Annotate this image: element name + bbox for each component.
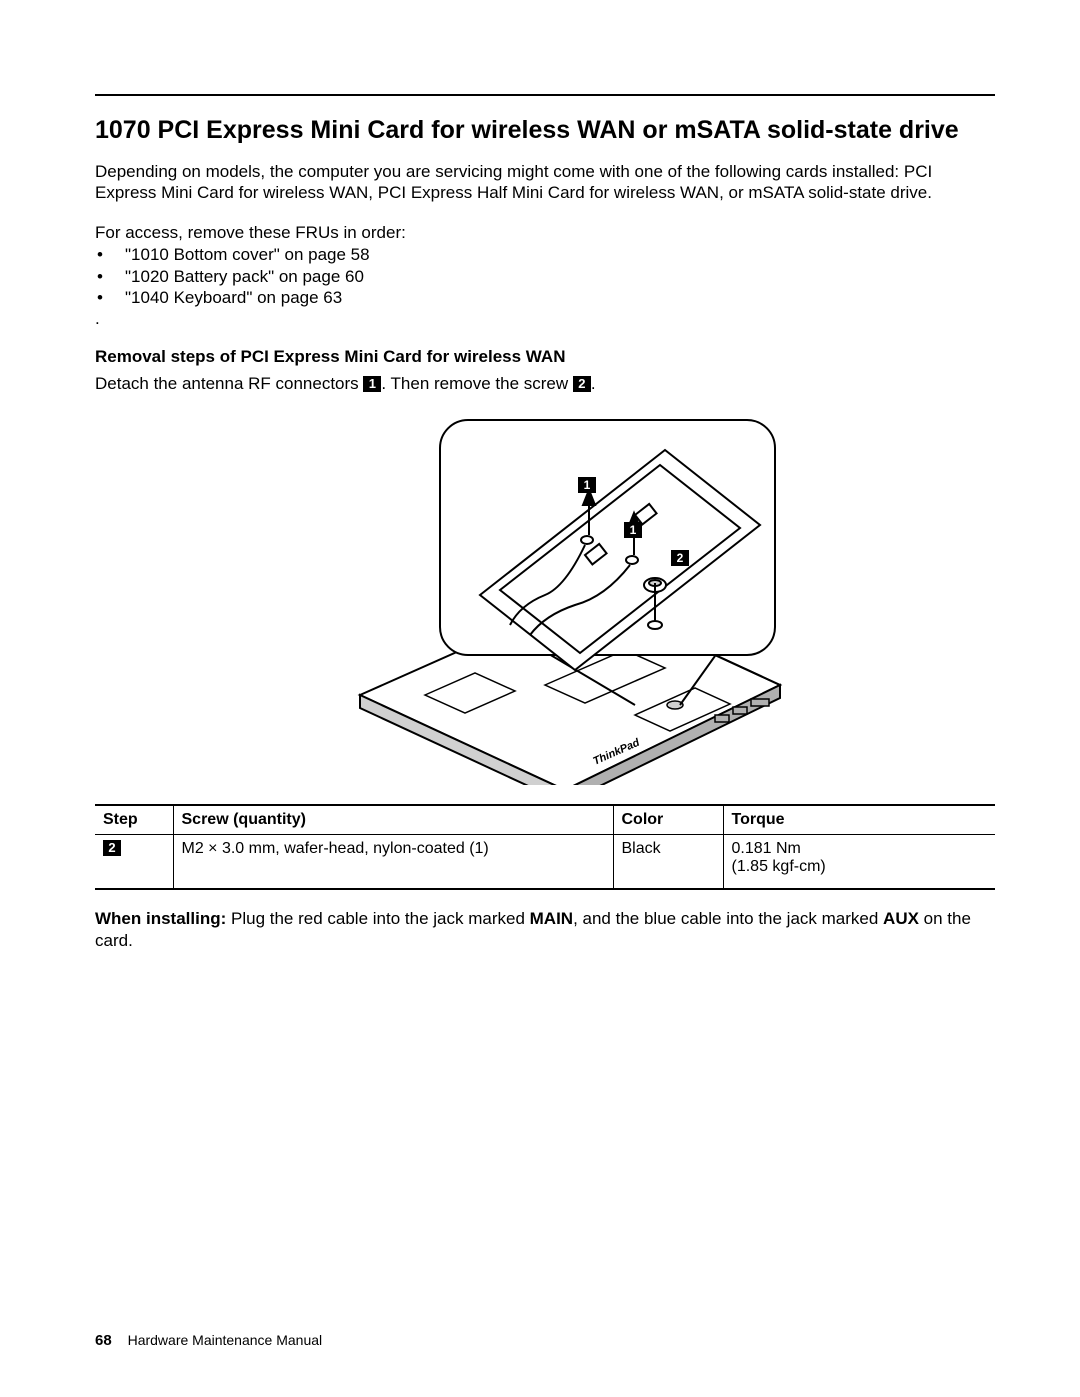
table-row: 2 M2 × 3.0 mm, wafer-head, nylon-coated … <box>95 834 995 889</box>
page-content: 1070 PCI Express Mini Card for wireless … <box>0 0 1080 951</box>
screw-table: Step Screw (quantity) Color Torque 2 M2 … <box>95 804 995 890</box>
step-text: . Then remove the screw <box>381 374 573 393</box>
th-torque: Torque <box>723 805 995 835</box>
fru-list: "1010 Bottom cover" on page 58 "1020 Bat… <box>95 244 995 309</box>
removal-diagram: ThinkPad <box>285 405 805 790</box>
torque-line1: 0.181 Nm <box>732 840 801 857</box>
torque-line2: (1.85 kgf-cm) <box>732 858 826 875</box>
install-aux: AUX <box>883 909 919 928</box>
diagram-svg: ThinkPad <box>285 405 805 785</box>
td-torque: 0.181 Nm (1.85 kgf-cm) <box>723 834 995 889</box>
step-instruction: Detach the antenna RF connectors 1. Then… <box>95 373 995 395</box>
page-footer: 68 Hardware Maintenance Manual <box>95 1332 322 1349</box>
doc-title: Hardware Maintenance Manual <box>128 1332 323 1348</box>
install-lead: When installing: <box>95 909 226 928</box>
removal-subhead: Removal steps of PCI Express Mini Card f… <box>95 347 995 367</box>
fru-list-item: "1010 Bottom cover" on page 58 <box>95 244 995 266</box>
section-heading: 1070 PCI Express Mini Card for wireless … <box>95 114 995 147</box>
step-text: . <box>591 374 596 393</box>
fru-list-item: "1040 Keyboard" on page 63 <box>95 287 995 309</box>
rule-top <box>95 94 995 96</box>
install-main: MAIN <box>530 909 573 928</box>
fru-intro: For access, remove these FRUs in order: <box>95 222 995 244</box>
table-header-row: Step Screw (quantity) Color Torque <box>95 805 995 835</box>
diagram-callout-1b: 1 <box>630 523 637 537</box>
step-text: Detach the antenna RF connectors <box>95 374 363 393</box>
callout-badge-2: 2 <box>573 376 591 392</box>
fru-list-item: "1020 Battery pack" on page 60 <box>95 266 995 288</box>
callout-badge-1: 1 <box>363 376 381 392</box>
td-step: 2 <box>95 834 173 889</box>
trailing-dot: . <box>95 309 995 329</box>
td-screw: M2 × 3.0 mm, wafer-head, nylon-coated (1… <box>173 834 613 889</box>
install-text: , and the blue cable into the jack marke… <box>573 909 883 928</box>
diagram-callout-2: 2 <box>677 551 684 565</box>
th-step: Step <box>95 805 173 835</box>
th-screw: Screw (quantity) <box>173 805 613 835</box>
td-color: Black <box>613 834 723 889</box>
page-number: 68 <box>95 1332 112 1349</box>
th-color: Color <box>613 805 723 835</box>
install-text: Plug the red cable into the jack marked <box>226 909 529 928</box>
install-note: When installing: Plug the red cable into… <box>95 908 995 952</box>
intro-paragraph: Depending on models, the computer you ar… <box>95 161 995 205</box>
diagram-container: ThinkPad <box>95 405 995 790</box>
row-step-badge: 2 <box>103 840 121 856</box>
diagram-callout-1: 1 <box>584 478 591 492</box>
